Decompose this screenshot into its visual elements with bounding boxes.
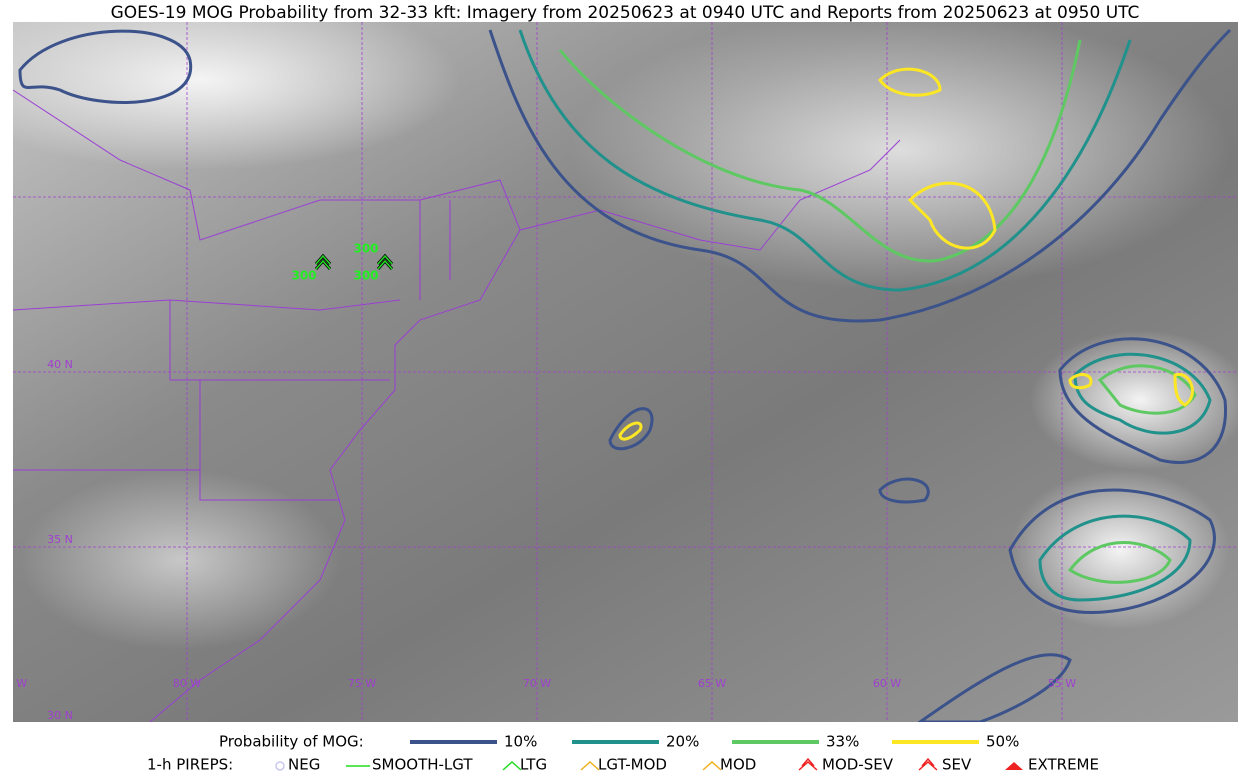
longitude-label: 75 W [348, 677, 376, 690]
latitude-label: 35 N [47, 533, 73, 546]
longitude-label: 85 W [0, 677, 27, 690]
latitude-label: 40 N [47, 358, 73, 371]
legend-swatch [918, 757, 938, 771]
legend-label: 10% [504, 733, 537, 751]
contour-20 [1038, 352, 1212, 602]
legend-swatch [798, 757, 818, 771]
legend-label: LTG [520, 756, 547, 774]
legend-swatch [1005, 762, 1023, 770]
legend-label: SMOOTH-LGT [372, 756, 473, 774]
legend-label: MOD [720, 756, 756, 774]
pirep-altitude: 300 [353, 242, 378, 256]
map: 85 W 80 W 75 W 70 W 65 W 60 W 55 W 40 N 35 N 30 N… [0, 22, 1238, 722]
cloud [13, 22, 460, 170]
legend-title: 1-h PIREPS: [147, 756, 233, 774]
longitude-label: 55 W [1048, 677, 1076, 690]
contour-33 [558, 39, 1082, 263]
legend-label: EXTREME [1028, 756, 1099, 774]
longitude-label: 70 W [523, 677, 551, 690]
title: GOES-19 MOG Probability from 32-33 kft: … [111, 3, 1140, 23]
contour-50 [878, 67, 997, 250]
legend: Probability of MOG: 10% 20% 33% 50% 1-h PIREP… [147, 733, 1099, 774]
legend-swatch [702, 760, 722, 771]
legend-label: MOD-SEV [822, 756, 894, 774]
legend-swatch [580, 760, 600, 771]
contour-10 [488, 28, 1232, 323]
pirep-altitude: 300 [291, 269, 316, 283]
pirep-symbol [377, 254, 393, 270]
legend-label: 50% [986, 733, 1019, 751]
cloud [1030, 330, 1238, 470]
pirep-symbol [315, 254, 331, 270]
legend-label: 33% [826, 733, 859, 751]
legend-label: SEV [942, 756, 972, 774]
legend-label: 20% [666, 733, 699, 751]
contour-50 [618, 372, 1194, 441]
longitude-label: 80 W [173, 677, 201, 690]
cloud [1010, 470, 1230, 630]
legend-title: Probability of MOG: [219, 733, 364, 751]
legend-label: LGT-MOD [598, 756, 667, 774]
contour-20 [518, 29, 1132, 292]
legend-swatch [275, 761, 285, 771]
contour-33 [1067, 364, 1197, 584]
contour-10 [18, 29, 193, 104]
cloud [20, 470, 340, 650]
coastline [13, 89, 901, 722]
legend-swatch [502, 760, 522, 771]
longitude-label: 60 W [873, 677, 901, 690]
legend-label: NEG [288, 756, 320, 774]
longitude-label: 65 W [698, 677, 726, 690]
latitude-label: 30 N [47, 709, 73, 722]
pirep-altitude: 300 [353, 269, 378, 283]
cloud [570, 22, 1230, 290]
contour-10 [608, 337, 1228, 722]
